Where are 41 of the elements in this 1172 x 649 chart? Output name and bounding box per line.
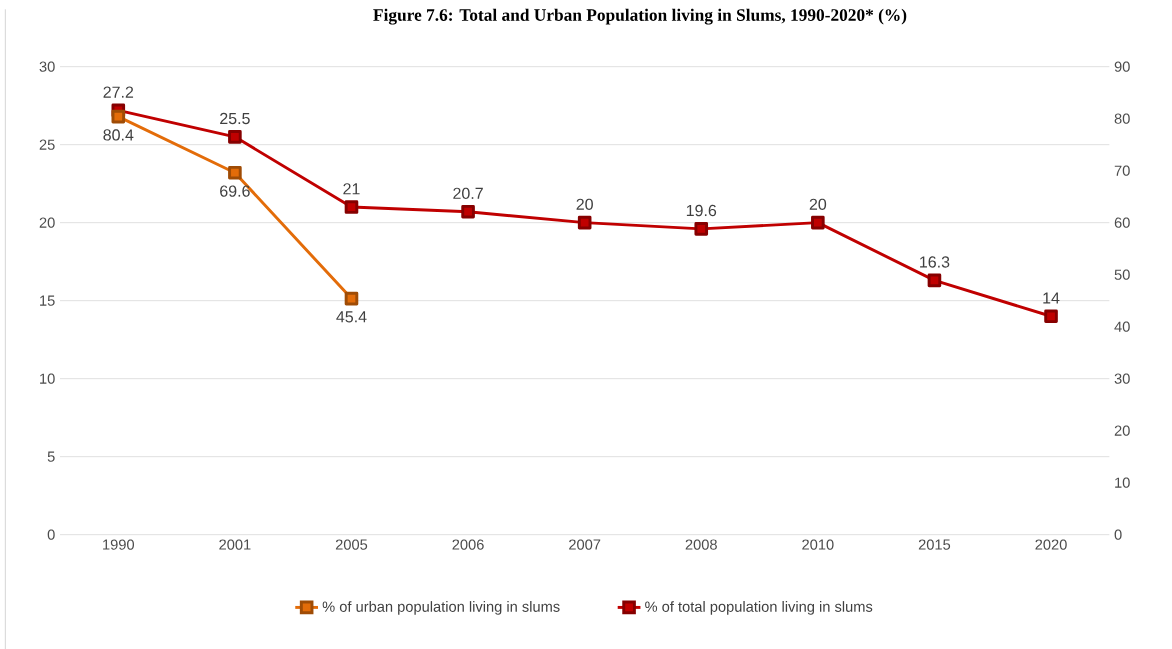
x-tick-label: 2001 — [219, 539, 251, 550]
y2-tick-label: 60 — [1114, 217, 1130, 228]
data-label: 20.7 — [453, 187, 483, 199]
chart-title: Figure 7.6: Total and Urban Population living in Slums, 1990-2020* (%) — [373, 8, 907, 25]
data-label: 14 — [1043, 292, 1060, 304]
data-label: 21 — [343, 183, 360, 195]
data-label: 16.3 — [920, 256, 950, 268]
y2-tick-label: 0 — [1114, 529, 1122, 540]
y2-tick-label: 40 — [1114, 321, 1130, 332]
y2-tick-label: 10 — [1115, 477, 1130, 488]
y-tick-label: 0 — [47, 529, 55, 540]
y2-tick-label: 80 — [1114, 113, 1130, 124]
x-tick-label: 2006 — [452, 539, 484, 550]
y2-tick-label: 20 — [1114, 425, 1130, 436]
legend-label: % of total population living in slums — [645, 600, 873, 615]
data-label: 45.4 — [336, 311, 367, 323]
data-label: 69.6 — [220, 185, 250, 197]
data-label: 25.5 — [220, 112, 250, 124]
x-tick-label: 2010 — [802, 539, 834, 550]
y2-tick-label: 70 — [1114, 165, 1130, 176]
data-label: 27.2 — [103, 86, 134, 98]
data-label: 80.4 — [103, 129, 134, 141]
y2-tick-label: 90 — [1114, 61, 1130, 72]
legend-label: % of urban population living in slums — [322, 600, 560, 615]
data-label: 20 — [809, 198, 827, 210]
y-tick-label: 25 — [39, 139, 55, 150]
y-tick-label: 10 — [40, 373, 55, 384]
y-tick-label: 15 — [40, 295, 55, 306]
x-tick-label: 2007 — [569, 539, 601, 550]
y-tick-label: 20 — [39, 217, 55, 228]
y2-tick-label: 50 — [1114, 269, 1130, 280]
x-tick-label: 2008 — [685, 539, 717, 550]
x-tick-label: 2020 — [1035, 539, 1067, 550]
y-tick-label: 5 — [47, 451, 55, 462]
x-tick-label: 2005 — [335, 539, 368, 550]
y2-tick-label: 30 — [1114, 373, 1130, 384]
y-tick-label: 30 — [39, 61, 55, 72]
x-tick-label: 2015 — [918, 539, 951, 550]
data-label: 19.6 — [686, 204, 717, 217]
x-tick-label: 1990 — [103, 539, 135, 550]
data-label: 20 — [576, 198, 593, 210]
